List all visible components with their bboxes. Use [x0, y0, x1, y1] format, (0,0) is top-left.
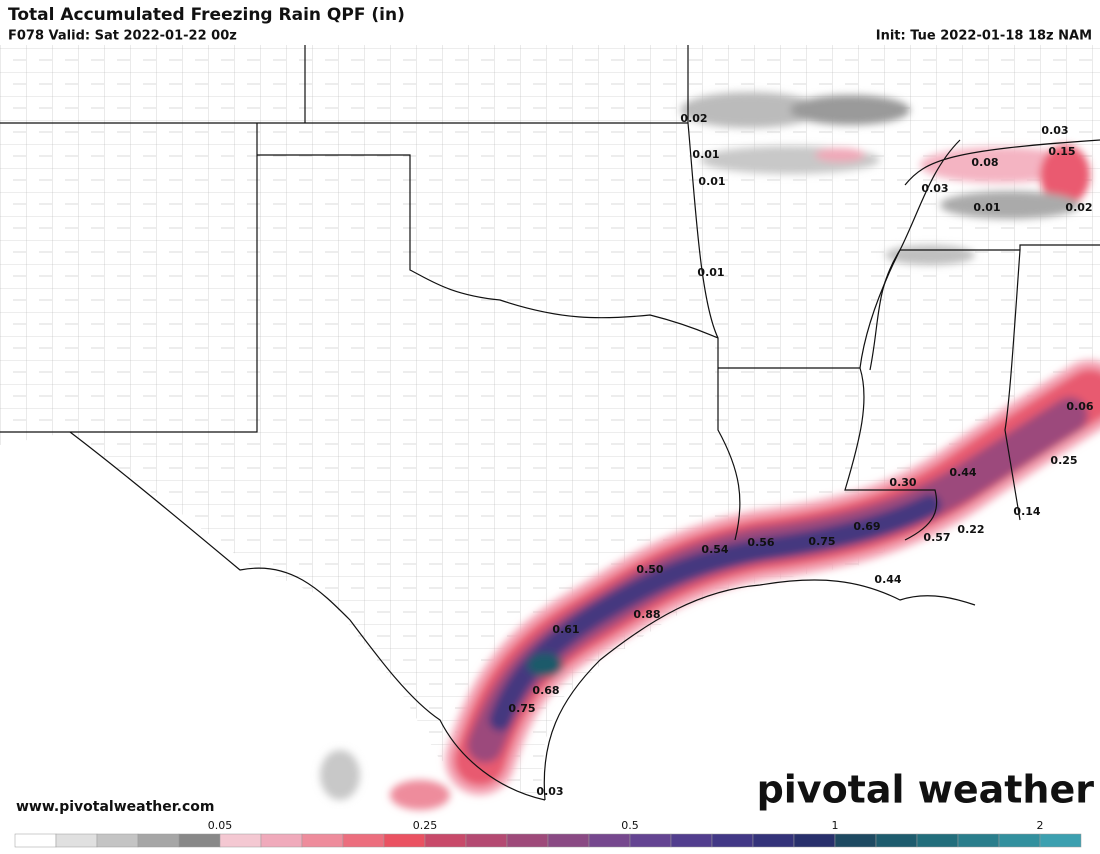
value-label: 0.57	[923, 531, 950, 544]
title: Total Accumulated Freezing Rain QPF (in)	[8, 5, 405, 25]
value-label: 0.44	[874, 573, 901, 586]
colorbar-swatch	[670, 833, 713, 848]
value-label: 0.68	[532, 684, 559, 697]
value-label: 0.61	[552, 623, 579, 636]
value-label: 0.01	[698, 175, 725, 188]
colorbar-swatch	[14, 833, 57, 848]
value-label: 0.30	[889, 476, 916, 489]
colorbar-swatch	[465, 833, 508, 848]
value-label: 0.44	[949, 466, 976, 479]
value-label: 0.03	[536, 785, 563, 798]
colorbar-swatch	[424, 833, 467, 848]
colorbar-swatch	[793, 833, 836, 848]
colorbar-tick-label: 1	[832, 819, 839, 832]
logo: pivotal weather	[757, 768, 1095, 812]
colorbar-swatch	[834, 833, 877, 848]
value-label: 0.56	[747, 536, 774, 549]
value-label: 0.01	[692, 148, 719, 161]
value-label: 0.75	[808, 535, 835, 548]
value-label: 0.25	[1050, 454, 1077, 467]
colorbar-swatch	[1039, 833, 1082, 848]
colorbar-tick-label: 0.25	[413, 819, 438, 832]
colorbar-swatch	[301, 833, 344, 848]
colorbar-swatch	[383, 833, 426, 848]
colorbar-swatch	[629, 833, 672, 848]
value-label: 0.02	[1065, 201, 1092, 214]
colorbar-swatch	[875, 833, 918, 848]
value-label: 0.50	[636, 563, 663, 576]
value-label: 0.01	[697, 266, 724, 279]
colorbar: 0.05 0.25 0.5 1 2	[14, 819, 1082, 848]
county-lines	[0, 45, 1100, 800]
valid-time: F078 Valid: Sat 2022-01-22 00z	[8, 29, 237, 44]
colorbar-swatch	[588, 833, 631, 848]
value-label: 0.75	[508, 702, 535, 715]
value-label: 0.14	[1013, 505, 1040, 518]
website: www.pivotalweather.com	[16, 799, 215, 815]
colorbar-swatch	[547, 833, 590, 848]
freezing-rain-shading	[320, 92, 1100, 810]
value-label: 0.03	[921, 182, 948, 195]
colorbar-swatch	[260, 833, 303, 848]
colorbar-tick-label: 0.5	[621, 819, 639, 832]
value-label: 0.22	[957, 523, 984, 536]
colorbar-swatch	[506, 833, 549, 848]
colorbar-swatch	[55, 833, 98, 848]
state-borders	[0, 45, 1100, 801]
value-labels: 0.02 0.01 0.01 0.01 0.03 0.08 0.15 0.03 0.01 0.02…	[508, 112, 1093, 798]
colorbar-swatch	[342, 833, 385, 848]
colorbar-swatch	[178, 833, 221, 848]
colorbar-swatch	[137, 833, 180, 848]
init-time: Init: Tue 2022-01-18 18z NAM	[876, 29, 1092, 44]
colorbar-tick-label: 2	[1037, 819, 1044, 832]
value-label: 0.02	[680, 112, 707, 125]
value-label: 0.69	[853, 520, 880, 533]
map: 0.02 0.01 0.01 0.01 0.03 0.08 0.15 0.03 0.01 0.02…	[0, 45, 1100, 818]
colorbar-swatch	[957, 833, 1000, 848]
value-label: 0.15	[1048, 145, 1075, 158]
colorbar-swatch	[998, 833, 1041, 848]
colorbar-swatch	[96, 833, 139, 848]
value-label: 0.08	[971, 156, 998, 169]
value-label: 0.88	[633, 608, 660, 621]
value-label: 0.03	[1041, 124, 1068, 137]
value-label: 0.01	[973, 201, 1000, 214]
value-label: 0.54	[701, 543, 728, 556]
colorbar-tick-label: 0.05	[208, 819, 233, 832]
colorbar-swatch	[219, 833, 262, 848]
value-label: 0.06	[1066, 400, 1093, 413]
colorbar-swatch	[752, 833, 795, 848]
colorbar-swatch	[711, 833, 754, 848]
colorbar-swatch	[916, 833, 959, 848]
